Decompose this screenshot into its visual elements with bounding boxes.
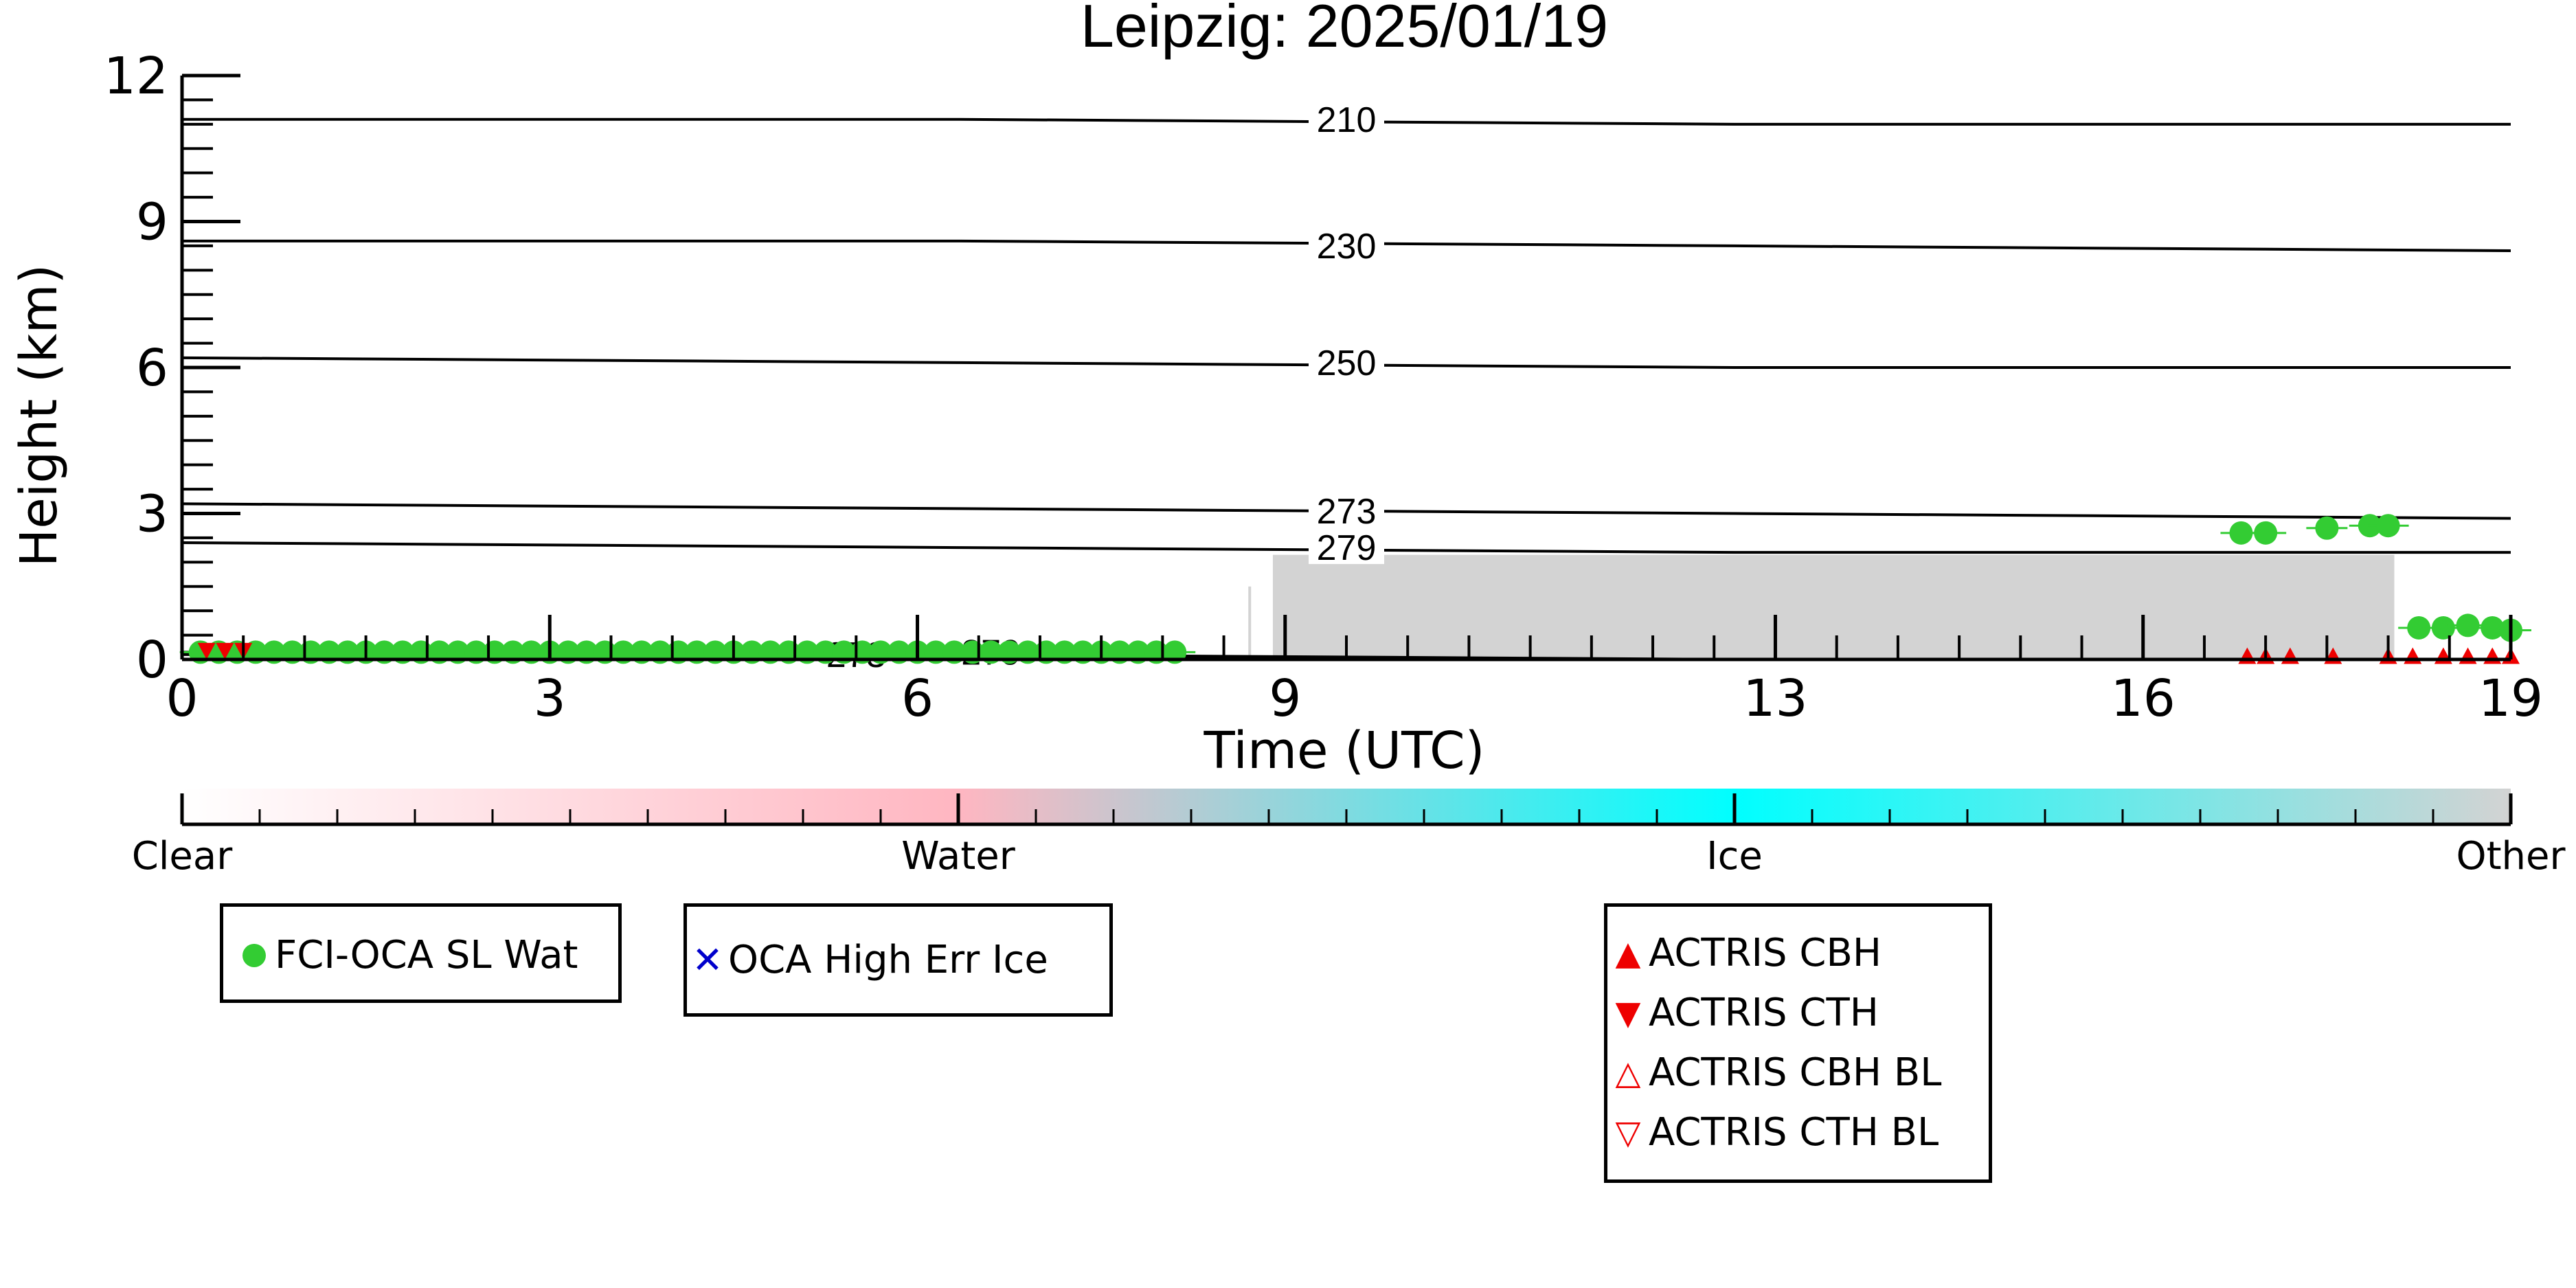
contour-label-bg (1309, 100, 1384, 136)
y-tick-label: 0 (136, 631, 168, 690)
colorbar-label: Clear (132, 834, 233, 879)
x-tick-label: 3 (534, 669, 566, 728)
colorbar: Clear Water Ice Other (132, 789, 2566, 879)
legend-item-actris-cth-bl: ▽ ACTRIS CTH BL (1607, 1110, 1939, 1155)
x-axis-label: Time (UTC) (1203, 721, 1484, 780)
triangle-down-icon: ▼ (1615, 993, 1641, 1032)
legend-label: ACTRIS CBH (1649, 931, 1882, 975)
x-tick-label: 16 (2111, 669, 2176, 728)
green-circle-icon (234, 943, 275, 967)
legend-fci: FCI-OCA SL Wat (220, 903, 622, 1003)
contour-label: 273 (1317, 492, 1377, 532)
legend-item-actris-cbh-bl: △ ACTRIS CBH BL (1607, 1050, 1942, 1095)
y-tick-label: 6 (136, 339, 168, 398)
contour-label: 230 (1317, 227, 1377, 267)
data-point (216, 642, 234, 659)
legend-item-fci-oca-sl-wat: FCI-OCA SL Wat (234, 933, 578, 978)
data-point (2407, 615, 2431, 640)
data-point (197, 642, 216, 659)
contour-label-bg (1309, 491, 1384, 528)
chart-title: Leipzig: 2025/01/19 (1081, 0, 1608, 60)
other-class-spike (1248, 586, 1252, 659)
y-tick-label: 12 (104, 47, 168, 106)
legend-label: ACTRIS CTH (1649, 991, 1879, 1035)
legend-item-actris-cth: ▼ ACTRIS CTH (1607, 991, 1879, 1035)
legend-label: OCA High Err Ice (728, 938, 1048, 982)
contour-label-bg (1309, 528, 1384, 565)
data-point (2459, 647, 2477, 664)
contour-label-bg (1309, 226, 1384, 262)
contour-label: 279 (1317, 528, 1377, 568)
legend-actris: ▲ ACTRIS CBH ▼ ACTRIS CTH △ ACTRIS CBH B… (1604, 903, 1992, 1183)
open-triangle-up-icon: △ (1615, 1053, 1641, 1092)
axes: 0 3 6 9 12 0 3 6 9 13 16 19 (104, 47, 2543, 728)
x-tick-label: 19 (2478, 669, 2543, 728)
open-triangle-down-icon: ▽ (1615, 1113, 1641, 1152)
y-axis-label: Height (km) (10, 264, 69, 567)
y-tick-label: 3 (136, 485, 168, 544)
data-point (2404, 647, 2422, 664)
data-point (2483, 647, 2502, 664)
legend-item-actris-cbh: ▲ ACTRIS CBH (1607, 931, 1882, 975)
data-point (2376, 514, 2400, 538)
x-tick-label: 9 (1269, 669, 1301, 728)
colorbar-label: Ice (1706, 834, 1763, 879)
legend-oca: ✕ OCA High Err Ice (683, 903, 1113, 1017)
legend-label: ACTRIS CBH BL (1649, 1050, 1942, 1095)
data-point (2431, 615, 2455, 640)
other-class-block (1272, 554, 2395, 659)
data-point (2254, 521, 2278, 545)
x-tick-label: 13 (1743, 669, 1807, 728)
x-tick-label: 6 (901, 669, 934, 728)
legend-label: FCI-OCA SL Wat (275, 933, 578, 978)
data-point (2229, 521, 2253, 545)
x-mark-icon: ✕ (692, 938, 723, 982)
colorbar-label: Water (901, 834, 1016, 879)
contour-label-bg (1309, 343, 1384, 379)
triangle-up-icon: ▲ (1615, 934, 1641, 973)
legend-label: ACTRIS CTH BL (1649, 1110, 1939, 1155)
data-point (2456, 613, 2480, 637)
contour-label: 250 (1317, 343, 1377, 383)
x-tick-label: 0 (166, 669, 198, 728)
colorbar-label: Other (2456, 834, 2566, 879)
data-point (2315, 516, 2339, 540)
y-tick-label: 9 (136, 193, 168, 252)
other-class-region (1248, 554, 2395, 659)
contour-label: 210 (1317, 100, 1377, 140)
data-point (2481, 615, 2505, 640)
legend-item-oca-high-err-ice: ✕ OCA High Err Ice (687, 938, 1048, 982)
